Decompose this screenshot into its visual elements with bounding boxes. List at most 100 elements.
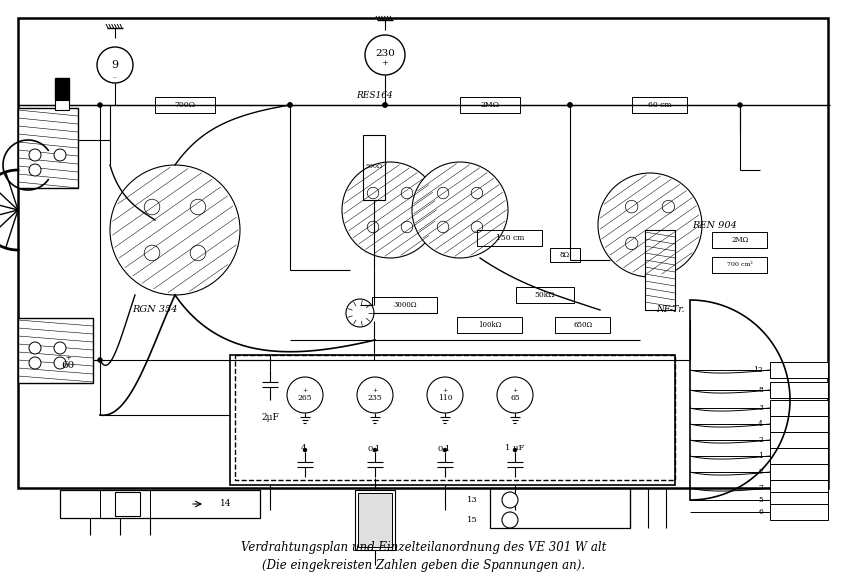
Text: _: _ xyxy=(113,70,117,78)
Circle shape xyxy=(502,512,518,528)
Bar xyxy=(18,108,78,188)
Circle shape xyxy=(626,237,638,250)
Circle shape xyxy=(471,221,483,233)
Circle shape xyxy=(412,162,508,258)
Bar xyxy=(770,464,828,480)
Circle shape xyxy=(598,173,702,277)
Bar xyxy=(458,317,522,333)
Text: +: + xyxy=(381,59,389,67)
Text: 1: 1 xyxy=(758,452,763,460)
Bar xyxy=(358,493,392,547)
Circle shape xyxy=(662,200,675,213)
Text: 650Ω: 650Ω xyxy=(573,321,593,329)
Bar xyxy=(355,490,395,550)
Circle shape xyxy=(368,221,379,233)
Circle shape xyxy=(402,221,413,233)
Circle shape xyxy=(144,199,160,215)
Circle shape xyxy=(54,342,66,354)
Text: 15: 15 xyxy=(467,516,478,524)
Circle shape xyxy=(54,357,66,369)
Bar xyxy=(115,492,140,516)
Circle shape xyxy=(29,149,41,161)
Circle shape xyxy=(190,245,205,261)
Circle shape xyxy=(144,245,160,261)
Circle shape xyxy=(288,103,293,107)
Bar xyxy=(477,230,543,246)
Text: 60 cm: 60 cm xyxy=(649,101,672,109)
Text: +: + xyxy=(65,354,70,362)
Circle shape xyxy=(437,221,449,233)
Bar xyxy=(712,257,767,273)
Bar xyxy=(516,287,574,303)
Text: 235: 235 xyxy=(368,394,382,402)
Circle shape xyxy=(513,448,517,452)
Circle shape xyxy=(346,299,374,327)
Circle shape xyxy=(110,165,240,295)
Bar xyxy=(230,355,675,485)
Circle shape xyxy=(437,188,449,199)
Circle shape xyxy=(443,448,447,452)
Text: 500Ω: 500Ω xyxy=(365,165,383,169)
Text: 4: 4 xyxy=(301,444,306,452)
Text: 14: 14 xyxy=(220,499,232,509)
Text: 100kΩ: 100kΩ xyxy=(478,321,502,329)
Text: 0,1: 0,1 xyxy=(368,444,380,452)
Bar xyxy=(555,317,610,333)
Bar xyxy=(645,230,675,310)
Text: +: + xyxy=(513,389,518,394)
Bar xyxy=(770,400,828,416)
Circle shape xyxy=(288,103,293,107)
Circle shape xyxy=(626,200,638,213)
Bar xyxy=(770,480,828,496)
Text: 12: 12 xyxy=(753,366,763,374)
Bar xyxy=(18,18,828,488)
Text: 2μF: 2μF xyxy=(261,414,279,423)
Text: NF-Tr.: NF-Tr. xyxy=(655,305,684,315)
Text: 8: 8 xyxy=(758,386,763,394)
Text: Verdrahtungsplan und Einzelteilanordnung des VE 301 W alt: Verdrahtungsplan und Einzelteilanordnung… xyxy=(241,541,607,554)
Bar xyxy=(712,232,767,248)
Circle shape xyxy=(502,492,518,508)
Text: RES164: RES164 xyxy=(357,90,393,100)
Text: 150 cm: 150 cm xyxy=(496,234,524,242)
Circle shape xyxy=(368,188,379,199)
Bar xyxy=(460,97,520,113)
Text: 7: 7 xyxy=(758,484,763,492)
Bar xyxy=(55,100,69,110)
Circle shape xyxy=(342,162,438,258)
Text: 9: 9 xyxy=(111,60,119,70)
Bar xyxy=(770,362,828,378)
Text: 3: 3 xyxy=(758,404,763,412)
Circle shape xyxy=(567,103,572,107)
Text: 8Ω: 8Ω xyxy=(560,251,570,259)
Circle shape xyxy=(662,237,675,250)
Text: 700Ω: 700Ω xyxy=(175,101,195,109)
Text: 2MΩ: 2MΩ xyxy=(481,101,499,109)
Text: 1 μF: 1 μF xyxy=(505,444,525,452)
Text: 65: 65 xyxy=(510,394,520,402)
Circle shape xyxy=(98,103,103,107)
Text: +: + xyxy=(302,389,307,394)
Circle shape xyxy=(402,188,413,199)
Bar xyxy=(550,248,580,262)
Text: RGN 354: RGN 354 xyxy=(132,305,177,315)
Bar xyxy=(770,448,828,464)
Circle shape xyxy=(54,149,66,161)
Circle shape xyxy=(471,188,483,199)
Circle shape xyxy=(383,103,387,107)
Bar xyxy=(770,416,828,432)
Bar xyxy=(770,492,828,508)
Circle shape xyxy=(567,103,572,107)
Bar xyxy=(235,355,675,480)
Bar xyxy=(18,318,93,383)
Bar xyxy=(363,135,385,200)
Bar xyxy=(490,488,630,528)
Text: REN 904: REN 904 xyxy=(693,220,738,230)
Bar xyxy=(55,78,69,100)
Text: 5: 5 xyxy=(758,496,763,504)
Bar xyxy=(770,504,828,520)
Text: 13: 13 xyxy=(467,496,478,504)
Bar xyxy=(633,97,688,113)
Text: 230: 230 xyxy=(375,49,395,57)
Text: +: + xyxy=(442,389,447,394)
